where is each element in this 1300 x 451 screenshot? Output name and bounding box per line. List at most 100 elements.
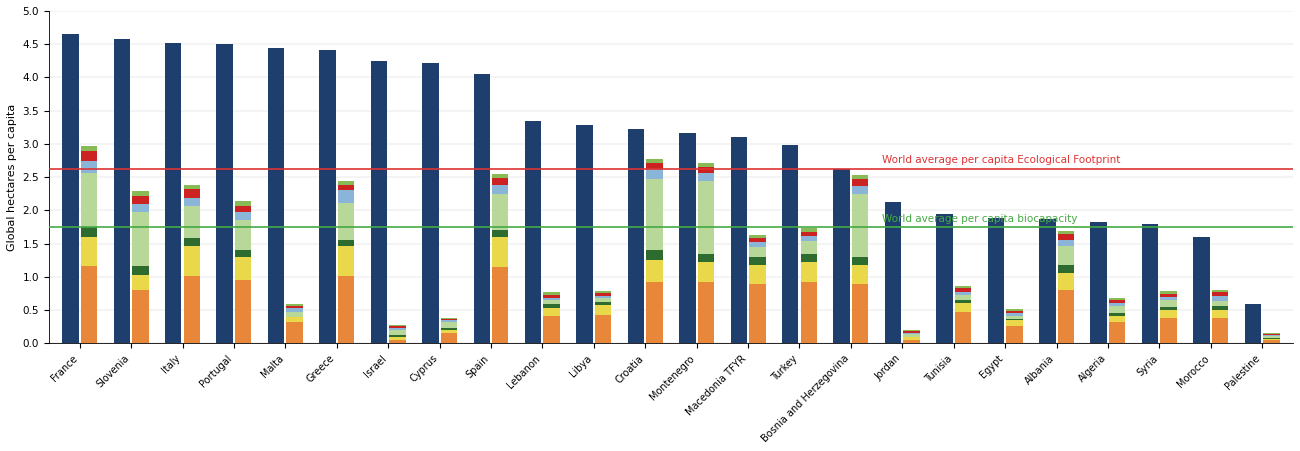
Bar: [903, 337, 920, 340]
Bar: [954, 292, 971, 295]
Bar: [525, 121, 541, 344]
Bar: [165, 43, 182, 344]
Bar: [491, 184, 508, 194]
Bar: [1091, 222, 1106, 344]
Bar: [389, 337, 406, 340]
Bar: [595, 302, 611, 305]
Bar: [81, 151, 98, 161]
Bar: [749, 235, 766, 239]
Bar: [422, 64, 438, 344]
Bar: [441, 319, 458, 320]
Bar: [543, 308, 560, 316]
Bar: [852, 284, 868, 344]
Bar: [183, 276, 200, 344]
Bar: [441, 322, 458, 328]
Bar: [1193, 237, 1210, 344]
Bar: [235, 250, 251, 257]
Bar: [1264, 340, 1279, 344]
Bar: [81, 146, 98, 151]
Bar: [1212, 295, 1228, 301]
Bar: [1264, 339, 1279, 340]
Bar: [235, 221, 251, 250]
Bar: [698, 163, 714, 167]
Bar: [903, 333, 920, 334]
Text: World average per capita Ecological Footprint: World average per capita Ecological Foot…: [883, 155, 1121, 165]
Bar: [646, 163, 663, 169]
Bar: [1141, 225, 1158, 344]
Bar: [801, 228, 816, 232]
Bar: [1006, 320, 1023, 326]
Bar: [441, 318, 458, 319]
Bar: [133, 290, 148, 344]
Bar: [1212, 290, 1228, 292]
Bar: [81, 173, 98, 227]
Bar: [1006, 319, 1023, 320]
Bar: [1058, 240, 1074, 246]
Bar: [338, 184, 354, 190]
Bar: [954, 312, 971, 344]
Bar: [783, 145, 798, 344]
Bar: [1109, 298, 1126, 299]
Bar: [338, 203, 354, 240]
Bar: [749, 257, 766, 265]
Bar: [749, 284, 766, 344]
Bar: [595, 305, 611, 315]
Bar: [183, 238, 200, 246]
Bar: [235, 257, 251, 280]
Bar: [749, 265, 766, 284]
Bar: [801, 254, 816, 262]
Bar: [338, 240, 354, 246]
Y-axis label: Global hectares per capita: Global hectares per capita: [6, 104, 17, 251]
Bar: [338, 190, 354, 203]
Bar: [903, 331, 920, 333]
Bar: [389, 336, 406, 337]
Bar: [235, 206, 251, 212]
Bar: [370, 61, 387, 344]
Bar: [1212, 306, 1228, 309]
Bar: [646, 282, 663, 344]
Bar: [1058, 246, 1074, 265]
Bar: [646, 250, 663, 260]
Bar: [646, 260, 663, 282]
Bar: [595, 295, 611, 298]
Bar: [1058, 273, 1074, 290]
Bar: [235, 212, 251, 221]
Bar: [646, 179, 663, 250]
Bar: [491, 267, 508, 344]
Bar: [801, 241, 816, 254]
Bar: [698, 282, 714, 344]
Bar: [441, 330, 458, 333]
Bar: [389, 340, 406, 344]
Bar: [954, 288, 971, 292]
Bar: [1212, 309, 1228, 318]
Bar: [1161, 307, 1176, 309]
Bar: [595, 315, 611, 344]
Bar: [1264, 335, 1279, 336]
Bar: [286, 308, 303, 312]
Bar: [543, 292, 560, 295]
Bar: [133, 204, 148, 212]
Bar: [183, 207, 200, 238]
Bar: [81, 161, 98, 173]
Bar: [389, 325, 406, 326]
Bar: [217, 44, 233, 344]
Bar: [595, 291, 611, 293]
Bar: [698, 173, 714, 181]
Bar: [543, 298, 560, 300]
Bar: [1161, 300, 1176, 307]
Bar: [1212, 292, 1228, 295]
Bar: [1161, 294, 1176, 297]
Bar: [852, 179, 868, 186]
Bar: [1212, 301, 1228, 306]
Bar: [801, 262, 816, 282]
Bar: [1244, 304, 1261, 344]
Bar: [954, 286, 971, 288]
Text: World average per capita biocapacity: World average per capita biocapacity: [883, 214, 1078, 224]
Bar: [749, 239, 766, 242]
Bar: [183, 246, 200, 276]
Bar: [801, 236, 816, 241]
Bar: [286, 312, 303, 317]
Bar: [1039, 219, 1056, 344]
Bar: [441, 320, 458, 322]
Bar: [852, 257, 868, 265]
